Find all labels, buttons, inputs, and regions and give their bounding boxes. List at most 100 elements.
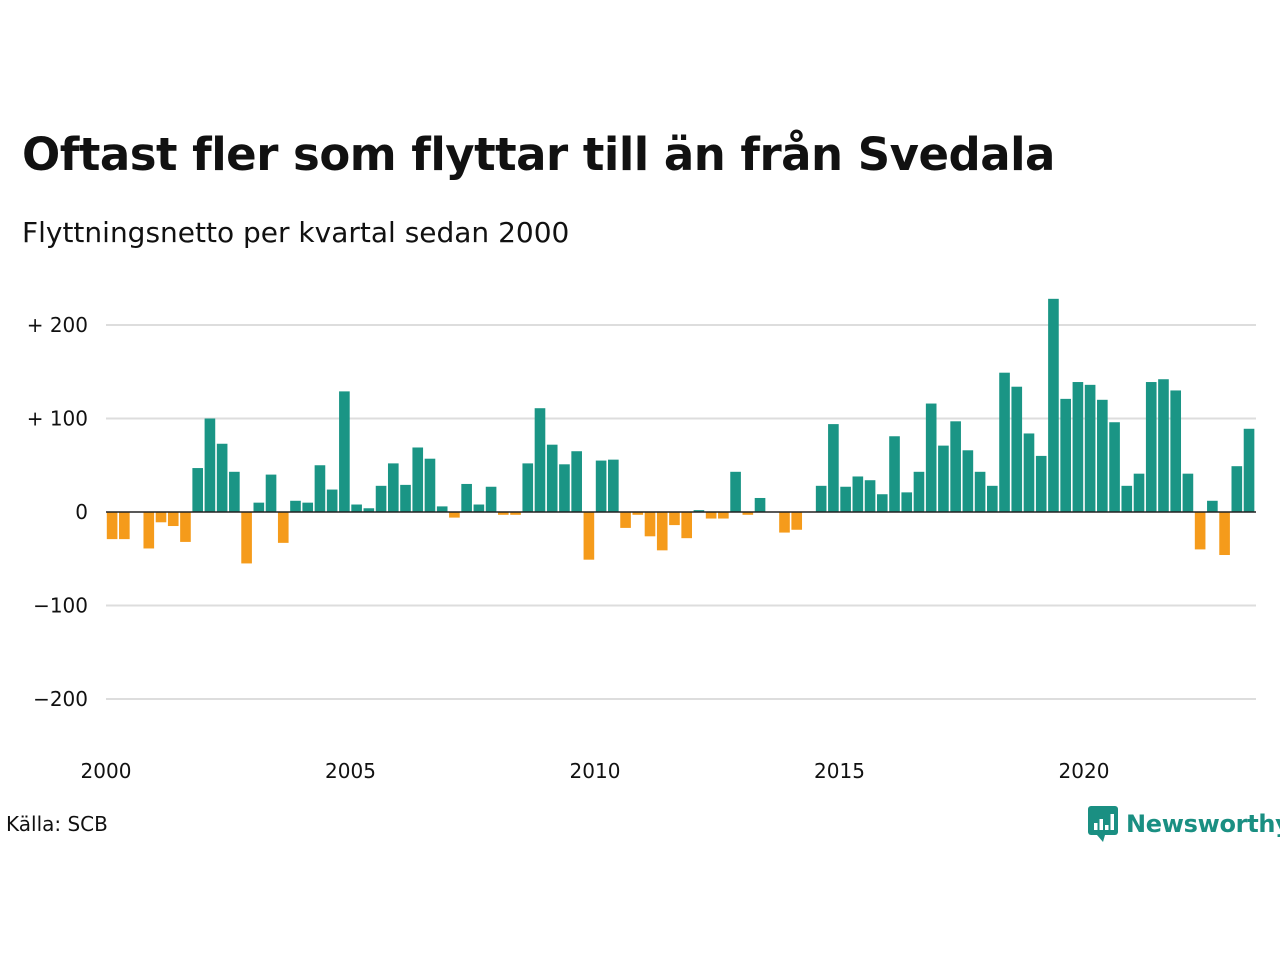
bar <box>791 512 803 530</box>
bar <box>999 372 1010 512</box>
bar <box>412 447 424 513</box>
chart-bubble-icon <box>1088 806 1118 842</box>
bar <box>1133 473 1145 513</box>
bar <box>632 512 644 515</box>
bar <box>620 512 631 528</box>
bar <box>1219 512 1230 556</box>
bar <box>119 512 130 540</box>
bar <box>143 512 155 549</box>
bar <box>290 500 301 512</box>
bar <box>192 468 204 513</box>
x-axis-labels: 2000 2005 2010 2015 2020 <box>81 759 1110 783</box>
bar <box>754 497 766 513</box>
bar <box>828 424 839 512</box>
bar <box>913 471 925 513</box>
bar <box>1048 298 1059 512</box>
bar <box>1011 386 1023 512</box>
bar <box>1097 399 1108 512</box>
brand-logo: Newsworthy <box>1088 804 1280 844</box>
bar <box>314 465 326 512</box>
bar <box>106 512 118 540</box>
bar <box>253 502 265 512</box>
x-tick-label: 2010 <box>570 759 621 783</box>
bar <box>351 504 362 512</box>
bar <box>1194 512 1206 550</box>
bar <box>583 512 595 560</box>
bar <box>656 512 668 551</box>
bar <box>534 408 546 512</box>
bar <box>693 510 705 512</box>
bar <box>180 512 191 542</box>
bar <box>375 485 387 512</box>
bar <box>608 459 619 512</box>
x-tick-label: 2015 <box>814 759 865 783</box>
brand-name: Newsworthy <box>1126 810 1280 838</box>
bars <box>106 298 1255 564</box>
bar <box>1182 473 1194 513</box>
bar <box>742 512 754 515</box>
bar <box>461 483 472 512</box>
bar <box>889 436 900 512</box>
bar <box>229 471 240 513</box>
bar <box>1231 466 1243 513</box>
bar <box>167 512 179 527</box>
bar <box>1243 428 1255 512</box>
bar <box>326 489 338 512</box>
bar <box>522 463 534 512</box>
bar <box>510 512 521 515</box>
bar <box>277 512 289 543</box>
bar <box>669 512 680 526</box>
bar <box>571 451 582 513</box>
bar <box>424 458 436 512</box>
y-tick-label: −200 <box>33 687 88 711</box>
bar <box>987 485 998 512</box>
bar <box>876 494 888 513</box>
bar <box>644 512 656 537</box>
bar <box>925 403 937 512</box>
bar <box>1145 382 1157 512</box>
bar <box>974 471 986 513</box>
bar <box>387 463 399 512</box>
bar <box>1035 455 1047 512</box>
bar <box>705 512 717 519</box>
bar <box>498 512 509 515</box>
bar <box>363 508 375 512</box>
bar <box>436 506 448 512</box>
bar <box>681 512 692 539</box>
bar <box>1121 485 1133 512</box>
bar <box>864 480 876 512</box>
bar <box>1170 390 1182 512</box>
bar <box>1072 382 1084 512</box>
bar <box>339 391 350 512</box>
bar <box>204 418 216 512</box>
y-tick-label: + 200 <box>27 313 88 337</box>
bar <box>1084 384 1096 512</box>
bar <box>265 474 277 512</box>
source-note: Källa: SCB <box>6 812 108 836</box>
bar <box>730 471 741 513</box>
bar <box>1207 500 1218 512</box>
bar <box>155 512 167 523</box>
bar <box>938 445 949 513</box>
bar <box>485 486 497 512</box>
bar <box>1158 379 1169 512</box>
bar <box>302 502 314 512</box>
bar <box>559 464 570 512</box>
bar <box>852 476 864 512</box>
bar <box>546 444 558 512</box>
bar <box>449 512 460 518</box>
x-tick-label: 2000 <box>81 759 132 783</box>
bar <box>473 504 485 512</box>
bar <box>901 492 913 513</box>
bar <box>1060 398 1071 513</box>
chart-title: Oftast fler som flyttar till än från Sve… <box>22 128 1055 181</box>
y-axis-labels: + 200 + 100 0 −100 −200 <box>27 313 88 711</box>
bar <box>216 443 228 513</box>
y-tick-label: 0 <box>75 500 88 524</box>
chart-subtitle: Flyttningsnetto per kvartal sedan 2000 <box>22 216 570 249</box>
bar <box>400 484 411 512</box>
bar <box>1109 422 1120 512</box>
bar <box>718 512 729 519</box>
bar <box>962 450 974 512</box>
